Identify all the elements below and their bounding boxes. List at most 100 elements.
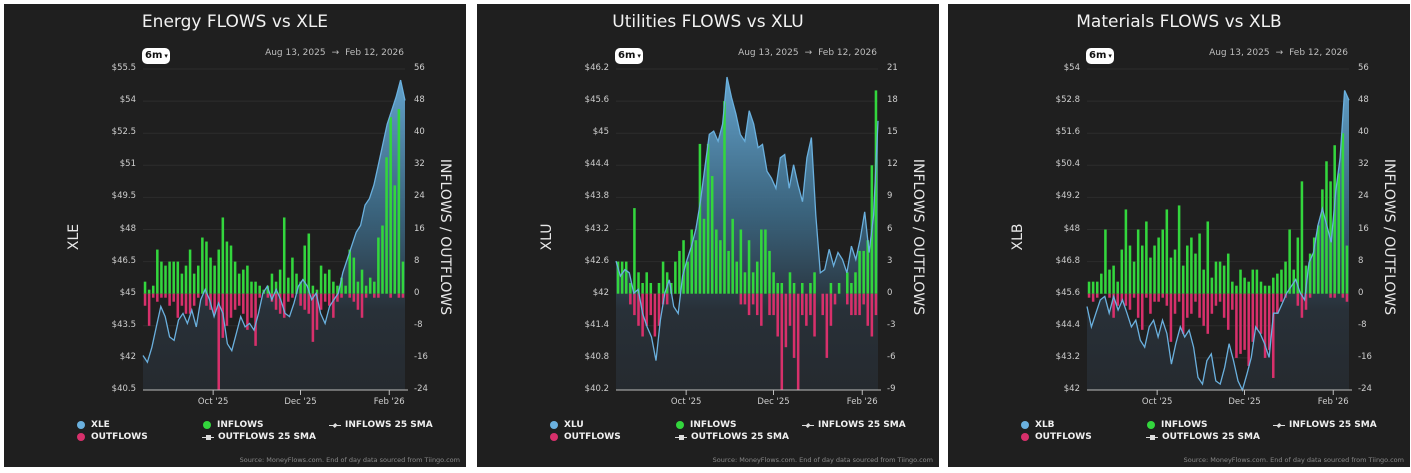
y-tick-label: $42 <box>592 287 609 298</box>
legend-inflows-sma[interactable]: INFLOWS 25 SMA <box>802 420 906 430</box>
inflow-bar <box>1112 265 1115 294</box>
outflow-bar <box>1247 293 1250 366</box>
y2-axis-title: INFLOWS / OUTFLOWS <box>1381 158 1397 316</box>
chart-title: Energy FLOWS vs XLE <box>141 12 329 32</box>
inflow-bar <box>1214 261 1218 294</box>
inflow-bar <box>862 250 865 294</box>
inflow-bar <box>327 269 331 294</box>
inflow-bar <box>1124 209 1128 294</box>
outflow-bar <box>870 293 874 337</box>
outflow-bar <box>862 293 865 305</box>
inflow-bar <box>274 281 278 294</box>
inflow-bar <box>1177 205 1181 294</box>
date-range[interactable]: Aug 13, 2025 → Feb 12, 2026 <box>737 48 877 58</box>
inflow-bar <box>686 261 689 294</box>
inflow-bar <box>764 229 767 294</box>
legend-price[interactable]: XLE <box>77 420 110 430</box>
outflow-bar <box>246 293 249 330</box>
outflow-bar <box>184 293 188 314</box>
y-tick-label: $42.6 <box>584 255 609 266</box>
outflow-bar <box>829 293 833 326</box>
x-tick-label: Feb '26 <box>373 397 405 407</box>
legend-outflows[interactable]: OUTFLOWS <box>1021 432 1092 442</box>
y-tick-label: $46.2 <box>584 63 609 73</box>
y2-tick-label: 12 <box>887 159 898 170</box>
outflow-bar <box>143 293 147 306</box>
inflow-bar <box>768 250 771 294</box>
outflow-bar <box>751 293 755 305</box>
outflow-bar <box>176 293 180 318</box>
y-tick-label: $40.2 <box>584 384 609 394</box>
outflow-bar <box>278 293 282 314</box>
inflow-bar <box>1095 281 1099 294</box>
source-note: Source: MoneyFlows.com. End of day data … <box>1183 456 1404 464</box>
y-tick-label: $50.4 <box>1055 159 1080 170</box>
legend-label: INFLOWS <box>690 420 737 430</box>
y2-tick-label: 24 <box>414 191 425 202</box>
outflow-bar <box>1091 293 1095 302</box>
legend-inflows-sma[interactable]: INFLOWS 25 SMA <box>329 420 433 430</box>
legend-price[interactable]: XLU <box>550 420 584 430</box>
legend-inflows-sma[interactable]: INFLOWS 25 SMA <box>1273 420 1377 430</box>
price-line <box>142 79 406 364</box>
outflow-bar <box>205 293 208 306</box>
y2-tick-label: 0 <box>414 287 420 298</box>
outflow-bar <box>311 293 315 342</box>
outflow-bar <box>1140 293 1144 330</box>
y2-tick-label: 8 <box>1358 255 1364 266</box>
outflow-bar <box>1153 293 1156 302</box>
inflow-bar <box>747 240 751 294</box>
legend-outflows-sma[interactable]: OUTFLOWS 25 SMA <box>202 432 316 442</box>
outflow-bar <box>760 293 763 326</box>
y-tick-label: $51.6 <box>1055 127 1080 138</box>
inflow-bar <box>1136 229 1140 294</box>
date-range[interactable]: Aug 13, 2025 → Feb 12, 2026 <box>264 48 404 58</box>
legend-dot-icon <box>550 421 558 429</box>
outflow-bar <box>196 293 200 298</box>
outflow-bar <box>319 293 323 310</box>
legend-label: INFLOWS 25 SMA <box>345 420 433 430</box>
y-tick-label: $55.5 <box>111 63 136 73</box>
outflow-bar <box>1181 293 1185 334</box>
inflow-bar <box>1120 249 1124 294</box>
y2-tick-label: 6 <box>887 223 893 234</box>
legend-outflows-sma[interactable]: OUTFLOWS 25 SMA <box>1146 432 1260 442</box>
outflow-bar <box>229 293 233 318</box>
range-selector-button[interactable]: 6m ▾ <box>1086 48 1114 64</box>
inflow-bar <box>682 240 685 294</box>
legend-price[interactable]: XLB <box>1021 420 1055 430</box>
legend-label: OUTFLOWS 25 SMA <box>1162 432 1260 442</box>
legend-outflows-sma[interactable]: OUTFLOWS 25 SMA <box>675 432 789 442</box>
y-tick-label: $45.6 <box>1055 287 1080 298</box>
inflow-bar <box>278 269 282 294</box>
legend-outflows[interactable]: OUTFLOWS <box>550 432 621 442</box>
outflow-bar <box>1194 293 1197 302</box>
inflow-bar <box>739 229 743 294</box>
legend-inflows[interactable]: INFLOWS <box>1147 420 1208 430</box>
outflow-bar <box>250 293 253 318</box>
outflow-bar <box>377 293 380 298</box>
outflow-bar <box>633 293 636 316</box>
y-tick-label: $52.8 <box>1055 95 1080 106</box>
legend-dot-icon <box>1147 421 1155 429</box>
inflow-bar <box>1116 281 1119 294</box>
legend-inflows[interactable]: INFLOWS <box>203 420 264 430</box>
inflow-bar <box>1222 265 1226 294</box>
legend-dot-icon <box>676 421 684 429</box>
inflow-bar <box>188 249 192 294</box>
date-range[interactable]: Aug 13, 2025 → Feb 12, 2026 <box>1208 48 1348 58</box>
legend-outflows[interactable]: OUTFLOWS <box>77 432 148 442</box>
chart-panel-xlb: Materials FLOWS vs XLB 6m ▾ Aug 13, 2025 → Fe… <box>948 4 1410 467</box>
inflow-bar <box>657 283 661 294</box>
range-selector-button[interactable]: 6m ▾ <box>615 48 643 64</box>
range-selector-button[interactable]: 6m ▾ <box>142 48 170 64</box>
inflow-bar <box>1161 229 1165 294</box>
y2-tick-label: 48 <box>1358 95 1369 106</box>
x-tick-label: Dec '25 <box>1228 397 1261 407</box>
legend-inflows[interactable]: INFLOWS <box>676 420 737 430</box>
outflow-bar <box>360 293 364 318</box>
inflow-bar <box>1231 281 1234 294</box>
inflow-bar <box>850 283 853 294</box>
outflow-bar <box>661 293 665 305</box>
outflow-bar <box>768 293 771 316</box>
